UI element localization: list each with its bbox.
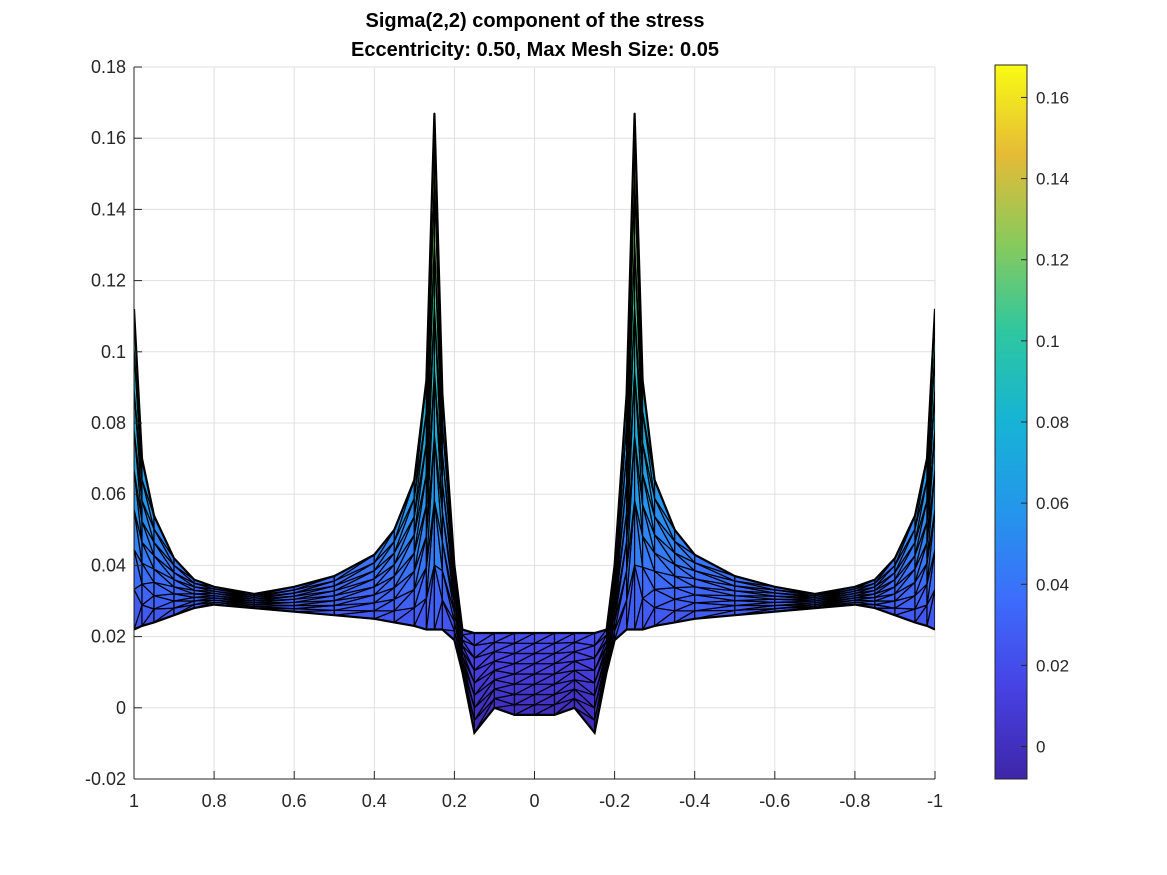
x-ticks: 1 0.8 0.6 0.4 0.2 0 -0.2 -0.4 -0.6 -0.8 -1 (129, 771, 943, 811)
x-tick-label: -0.8 (839, 791, 870, 811)
x-tick-label: 0.4 (362, 791, 387, 811)
chart-subtitle: Eccentricity: 0.50, Max Mesh Size: 0.05 (351, 39, 719, 61)
surface-bottom-edge (134, 603, 935, 736)
stress-surface (134, 112, 935, 736)
colorbar-tick-label: 0 (1036, 738, 1045, 757)
x-tick-label: 0.6 (282, 791, 307, 811)
x-tick-label: -0.4 (679, 791, 710, 811)
y-tick-label: 0.06 (91, 484, 126, 504)
colorbar-tick-label: 0.06 (1036, 494, 1069, 513)
colorbar-tick-label: 0.14 (1036, 170, 1069, 189)
colorbar-tick-label: 0.12 (1036, 251, 1069, 270)
x-tick-label: 1 (129, 791, 139, 811)
y-tick-label: -0.02 (85, 769, 126, 789)
y-tick-label: 0.16 (91, 128, 126, 148)
x-tick-label: -0.2 (599, 791, 630, 811)
y-tick-label: 0.08 (91, 413, 126, 433)
x-tick-label: -0.6 (759, 791, 790, 811)
surface-top-edge (134, 113, 935, 635)
y-tick-label: 0.12 (91, 271, 126, 291)
colorbar-tick-label: 0.02 (1036, 656, 1069, 675)
y-tick-label: 0.1 (101, 342, 126, 362)
x-tick-label: 0.2 (442, 791, 467, 811)
y-tick-label: 0.18 (91, 57, 126, 77)
colorbar-tick-label: 0.1 (1036, 332, 1060, 351)
y-tick-label: 0.02 (91, 627, 126, 647)
chart-title: Sigma(2,2) component of the stress (366, 10, 705, 32)
colorbar: 0 0.02 0.04 0.06 0.08 0.1 0.12 0.14 0.16 (994, 64, 1069, 780)
x-tick-label: -1 (927, 791, 943, 811)
x-tick-label: 0.8 (202, 791, 227, 811)
y-tick-label: 0.04 (91, 555, 126, 575)
colorbar-tick-label: 0.16 (1036, 88, 1069, 107)
x-tick-label: 0 (529, 791, 539, 811)
y-ticks: -0.02 0 0.02 0.04 0.06 0.08 0.1 0.12 0.14 0.16 0.1… (85, 57, 142, 789)
y-tick-label: 0 (116, 698, 126, 718)
colorbar-tick-label: 0.08 (1036, 413, 1069, 432)
colorbar-tick-label: 0.04 (1036, 575, 1069, 594)
y-tick-label: 0.14 (91, 199, 126, 219)
